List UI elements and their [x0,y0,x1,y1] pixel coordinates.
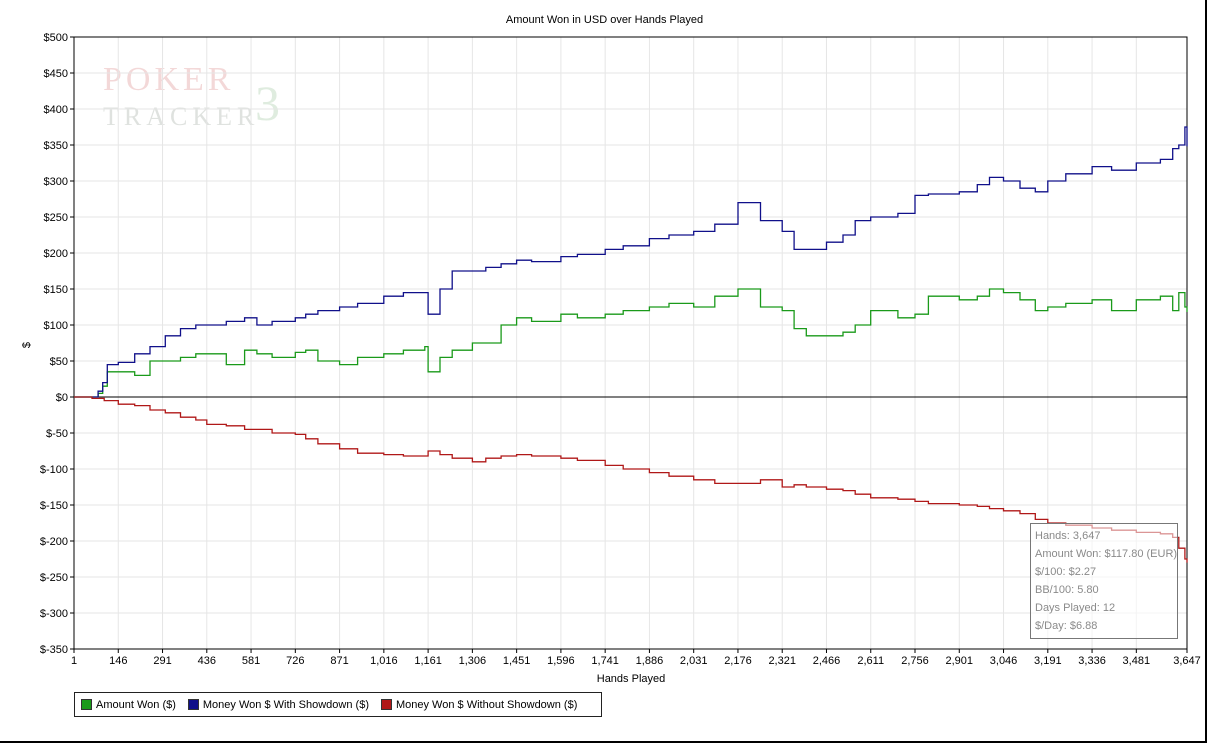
logo-word-tracker: TRACKER [103,102,259,131]
x-tick-label: 2,176 [724,655,752,667]
y-tick-label: $-350 [40,644,68,656]
x-tick-label: 146 [109,655,127,667]
x-tick-label: 1,886 [636,655,664,667]
series-line-2 [74,396,1188,563]
x-tick-label: 2,901 [946,655,974,667]
legend-swatch-without-showdown [380,699,392,710]
y-tick-label: $0 [56,392,68,404]
x-tick-label: 581 [242,655,260,667]
y-tick-label: $150 [44,284,68,296]
x-tick-label: 3,647 [1173,655,1201,667]
y-tick-label: $500 [44,32,68,44]
x-tick-label: 726 [286,655,304,667]
x-axis-label: Hands Played [597,673,666,685]
x-tick-label: 3,481 [1123,655,1151,667]
tooltip-amount-won: Amount Won: $117.80 (EUR) [1035,548,1178,560]
x-tick-label: 1,741 [591,655,619,667]
pokertracker-logo: POKER TRACKER 3 [103,61,280,131]
y-tick-label: $350 [44,140,68,152]
x-tick-label: 2,321 [768,655,796,667]
x-tick-label: 1,451 [503,655,531,667]
x-tick-label: 2,611 [857,655,884,667]
x-tick-label: 1,306 [459,655,487,667]
x-tick-label: 871 [330,655,348,667]
legend-label-amount-won: Amount Won ($) [96,698,176,711]
y-axis-ticks: $500 $450 $400 $350 $300 $250 $200 $150 $100 $50 $… [40,32,74,656]
plot-area-border [73,36,1188,650]
y-tick-label: $450 [44,68,68,80]
y-tick-label: $300 [44,176,68,188]
x-tick-label: 1,016 [370,655,398,667]
x-tick-label: 291 [153,655,171,667]
logo-word-poker: POKER [103,61,234,98]
legend-label-with-showdown: Money Won $ With Showdown ($) [202,698,369,711]
x-tick-label: 3,336 [1078,655,1106,667]
y-tick-label: $-100 [40,464,68,476]
x-axis-ticks: 1 146 291 436 581 726 871 1,016 1,161 1,306 1,451 1… [71,649,1201,667]
x-tick-label: 1,596 [547,655,575,667]
x-tick-label: 2,756 [901,655,929,667]
y-tick-label: $100 [44,320,68,332]
legend-swatch-amount-won [81,699,92,710]
series-layer [74,126,1188,563]
tooltip-per-100: $/100: $2.27 [1035,566,1097,578]
logo-mark-3: 3 [255,75,280,131]
y-tick-label: $250 [44,212,68,224]
legend-swatch-with-showdown [187,699,199,710]
y-tick-label: $50 [50,356,68,368]
y-tick-label: $400 [44,104,68,116]
y-axis-label: $ [21,342,33,348]
series-line-0 [74,288,1188,398]
x-tick-label: 3,191 [1034,655,1062,667]
hover-stats-tooltip: Hands: 3,647 Amount Won: $117.80 (EUR) $… [1030,523,1178,639]
x-tick-label: 2,031 [680,655,708,667]
legend-item-with-showdown[interactable]: Money Won $ With Showdown ($) [187,698,369,711]
x-tick-label: 436 [198,655,216,667]
tooltip-hands: Hands: 3,647 [1035,530,1101,542]
x-tick-label: 1,161 [414,655,442,667]
legend-label-without-showdown: Money Won $ Without Showdown ($) [395,698,578,711]
y-tick-label: $200 [44,248,68,260]
y-tick-label: $-150 [40,500,68,512]
y-tick-label: $-200 [40,536,68,548]
y-tick-label: $-250 [40,572,68,584]
chart-legend: Amount Won ($) Money Won $ With Showdown… [74,692,602,717]
tooltip-bb-per-100: BB/100: 5.80 [1035,584,1099,596]
y-tick-label: $-300 [40,608,68,620]
legend-item-without-showdown[interactable]: Money Won $ Without Showdown ($) [380,698,578,711]
chart-title: Amount Won in USD over Hands Played [505,14,704,26]
tooltip-days-played: Days Played: 12 [1035,602,1116,614]
y-tick-label: $-50 [46,428,68,440]
x-tick-label: 2,466 [813,655,841,667]
legend-item-amount-won[interactable]: Amount Won ($) [81,699,176,711]
x-tick-label: 1 [71,655,77,667]
series-line-1 [74,126,1188,398]
x-tick-label: 3,046 [990,655,1018,667]
tooltip-per-day: $/Day: $6.88 [1035,620,1098,632]
